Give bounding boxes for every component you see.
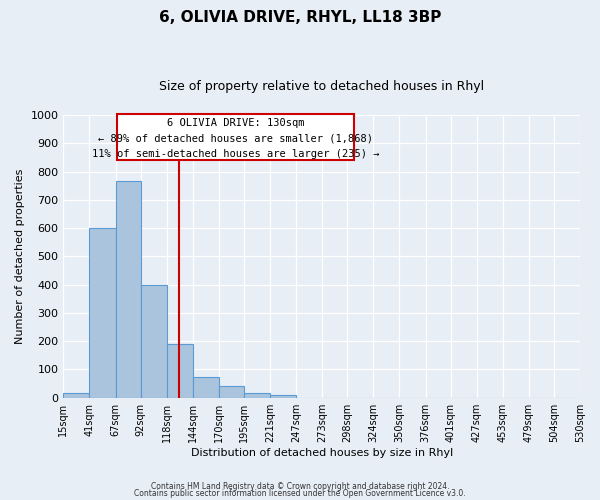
Y-axis label: Number of detached properties: Number of detached properties [15,168,25,344]
Bar [270,395,296,398]
FancyBboxPatch shape [116,114,355,160]
Bar [193,376,219,398]
Text: 6, OLIVIA DRIVE, RHYL, LL18 3BP: 6, OLIVIA DRIVE, RHYL, LL18 3BP [159,10,441,25]
Bar [167,344,193,398]
Bar [64,394,89,398]
Bar [140,284,167,398]
Bar [219,386,244,398]
Text: Contains public sector information licensed under the Open Government Licence v3: Contains public sector information licen… [134,488,466,498]
Text: 11% of semi-detached houses are larger (235) →: 11% of semi-detached houses are larger (… [92,149,379,159]
Text: 6 OLIVIA DRIVE: 130sqm: 6 OLIVIA DRIVE: 130sqm [167,118,304,128]
Title: Size of property relative to detached houses in Rhyl: Size of property relative to detached ho… [159,80,484,93]
Bar [89,228,116,398]
X-axis label: Distribution of detached houses by size in Rhyl: Distribution of detached houses by size … [191,448,453,458]
Bar [244,394,270,398]
Bar [116,182,140,398]
Text: ← 89% of detached houses are smaller (1,868): ← 89% of detached houses are smaller (1,… [98,134,373,143]
Text: Contains HM Land Registry data © Crown copyright and database right 2024.: Contains HM Land Registry data © Crown c… [151,482,449,491]
